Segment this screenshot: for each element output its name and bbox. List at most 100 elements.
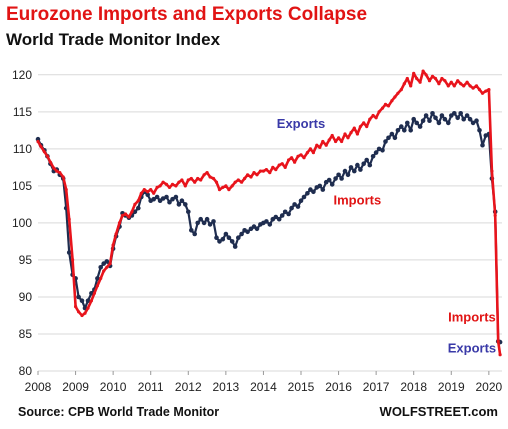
- imports-point: [487, 88, 491, 92]
- exports-point: [267, 222, 273, 227]
- imports-point: [217, 188, 222, 192]
- imports-point: [64, 188, 68, 192]
- imports-point: [158, 184, 162, 188]
- exports-point: [136, 205, 141, 211]
- exports-point: [458, 111, 464, 116]
- imports-point: [321, 139, 325, 144]
- exports-point: [66, 250, 72, 255]
- exports-point: [389, 131, 395, 137]
- exports-point: [442, 116, 448, 122]
- exports-point: [145, 192, 150, 198]
- x-tick-label: 2013: [213, 380, 240, 394]
- x-tick-label: 2009: [62, 380, 89, 394]
- imports-point: [264, 168, 268, 172]
- exports-point: [480, 142, 485, 148]
- exports-point: [85, 298, 91, 304]
- x-tick-label: 2014: [250, 380, 277, 394]
- imports-point: [362, 121, 366, 125]
- imports-point: [246, 173, 250, 177]
- imports-point: [418, 80, 422, 84]
- exports-point: [79, 298, 85, 304]
- exports-point: [433, 115, 438, 121]
- exports-point: [420, 118, 426, 123]
- imports-point: [498, 353, 502, 357]
- exports-point: [305, 191, 310, 196]
- exports-point: [345, 172, 351, 178]
- exports-point: [151, 196, 156, 202]
- imports-point: [249, 175, 253, 179]
- exports-point: [361, 161, 367, 166]
- series-imports: [36, 69, 502, 357]
- imports-point: [340, 139, 344, 144]
- imports-point: [258, 169, 262, 173]
- imports-point: [396, 91, 400, 95]
- imports-point: [462, 84, 466, 88]
- imports-point: [161, 180, 165, 184]
- exports-point: [170, 196, 175, 202]
- exports-point: [339, 176, 344, 181]
- imports-point: [334, 139, 338, 144]
- exports-point: [289, 205, 294, 211]
- exports-point: [380, 148, 385, 153]
- imports-point: [371, 113, 375, 118]
- imports-point: [393, 95, 397, 99]
- exports-point: [373, 150, 379, 155]
- imports-point: [311, 151, 315, 155]
- imports-point: [427, 79, 432, 83]
- exports-point: [446, 120, 451, 126]
- x-tick-label: 2010: [100, 380, 127, 394]
- imports-point: [277, 163, 281, 167]
- exports-point: [98, 265, 103, 270]
- exports-point: [176, 202, 182, 207]
- imports-point: [164, 182, 169, 186]
- imports-point: [365, 125, 369, 129]
- imports-point: [443, 79, 447, 83]
- exports-point: [311, 189, 316, 195]
- imports-point: [196, 176, 200, 181]
- exports-point: [217, 239, 222, 244]
- exports-point: [226, 235, 232, 240]
- imports-point: [92, 291, 96, 295]
- imports-point: [374, 116, 378, 120]
- annotation-exports: Exports: [277, 116, 325, 131]
- exports-point: [35, 136, 41, 142]
- imports-point: [337, 136, 341, 140]
- exports-point: [298, 198, 304, 203]
- exports-point: [292, 202, 297, 207]
- imports-point: [268, 171, 272, 175]
- y-tick-label: 110: [13, 142, 32, 156]
- imports-point: [155, 185, 159, 189]
- imports-point: [402, 82, 406, 86]
- exports-point: [423, 113, 429, 118]
- imports-point: [127, 215, 131, 219]
- exports-point: [452, 111, 457, 116]
- imports-point: [409, 84, 413, 88]
- imports-point: [146, 190, 150, 194]
- imports-point: [183, 184, 187, 188]
- imports-point: [58, 171, 62, 175]
- exports-point: [232, 244, 238, 249]
- imports-point: [177, 180, 181, 184]
- exports-point: [470, 120, 476, 126]
- exports-point: [164, 194, 169, 200]
- imports-point: [399, 88, 403, 92]
- imports-point: [327, 138, 331, 142]
- imports-point: [105, 265, 109, 269]
- x-tick-label: 2020: [475, 380, 502, 394]
- imports-point: [48, 160, 53, 164]
- imports-point: [261, 169, 265, 173]
- exports-point: [342, 168, 348, 174]
- imports-point: [480, 91, 485, 95]
- imports-point: [484, 89, 488, 93]
- source-note: Source: CPB World Trade Monitor: [18, 405, 220, 419]
- imports-point: [468, 84, 472, 88]
- imports-point: [290, 156, 294, 160]
- imports-point: [355, 132, 359, 136]
- exports-point: [408, 128, 414, 133]
- imports-point: [170, 182, 175, 186]
- exports-point: [273, 214, 279, 220]
- exports-point: [204, 216, 210, 222]
- exports-point: [254, 226, 260, 232]
- exports-point: [329, 182, 335, 187]
- exports-line: [37, 112, 501, 344]
